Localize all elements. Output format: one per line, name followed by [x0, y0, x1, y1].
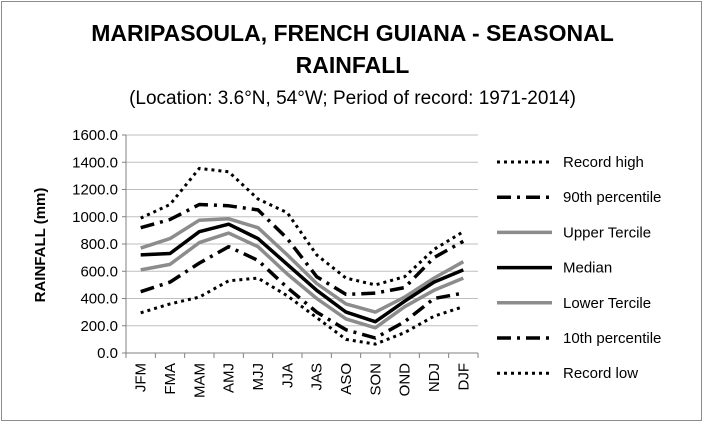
- y-tick-label: 1000.0: [72, 209, 118, 226]
- legend-label: Record high: [563, 154, 644, 171]
- chart-title-line-1: MARIPASOULA, FRENCH GUIANA - SEASONAL: [91, 20, 614, 46]
- series-line-90th-percentile: [140, 202, 465, 297]
- series-lines: [140, 166, 465, 346]
- x-tick-label: JAS: [309, 363, 326, 391]
- y-tick-label: 600.0: [80, 263, 118, 280]
- y-tick-label: 200.0: [80, 318, 118, 335]
- legend-label: Lower Tercile: [563, 295, 651, 312]
- series-line-upper-tercile: [140, 217, 465, 314]
- x-tick-label: NDJ: [426, 363, 443, 392]
- y-tick-label: 1600.0: [72, 127, 118, 144]
- axes: [122, 134, 479, 358]
- legend: Record high 90th percentile Upper Tercile M…: [497, 154, 661, 382]
- x-tick-label: DJF: [455, 363, 472, 391]
- series-line-record-low: [140, 276, 464, 346]
- y-tick-label: 1200.0: [72, 182, 118, 199]
- chart-title-line-2: RAINFALL: [295, 52, 410, 78]
- y-tick-label: 0.0: [97, 345, 118, 362]
- series-line-record-high: [140, 166, 465, 287]
- legend-label: 10th percentile: [563, 330, 661, 347]
- series-line-10th-percentile: [140, 244, 464, 340]
- x-tick-label: JFM: [133, 363, 150, 392]
- legend-label: Median: [563, 260, 612, 277]
- x-tick-label: MAM: [191, 363, 208, 398]
- y-tick-label: 400.0: [80, 291, 118, 308]
- x-tick-label: ASO: [338, 363, 355, 395]
- legend-label: 90th percentile: [563, 189, 661, 206]
- x-tick-label: JJA: [279, 363, 296, 388]
- x-tick-label: SON: [367, 363, 384, 396]
- y-tick-label: 800.0: [80, 236, 118, 253]
- x-tick-labels: JFM FMA MAM AMJ MJJ JJA JAS ASO SON OND NDJ DJF: [133, 363, 473, 398]
- x-tick-label: AMJ: [221, 363, 238, 393]
- y-tick-label: 1400.0: [72, 154, 118, 171]
- legend-label: Record low: [563, 365, 638, 382]
- y-tick-labels: 0.0 200.0 400.0 600.0 800.0 1000.0 1200.0 1400.…: [72, 127, 118, 362]
- legend-label: Upper Tercile: [563, 224, 651, 241]
- x-tick-label: MJJ: [250, 363, 267, 391]
- series-line-lower-tercile: [140, 231, 464, 330]
- x-tick-label: FMA: [162, 363, 179, 395]
- y-axis-label: RAINFALL (mm): [32, 188, 49, 303]
- x-tick-label: OND: [397, 363, 414, 397]
- series-line-median: [140, 222, 464, 324]
- chart-subtitle: (Location: 3.6°N, 54°W; Period of record…: [129, 88, 576, 109]
